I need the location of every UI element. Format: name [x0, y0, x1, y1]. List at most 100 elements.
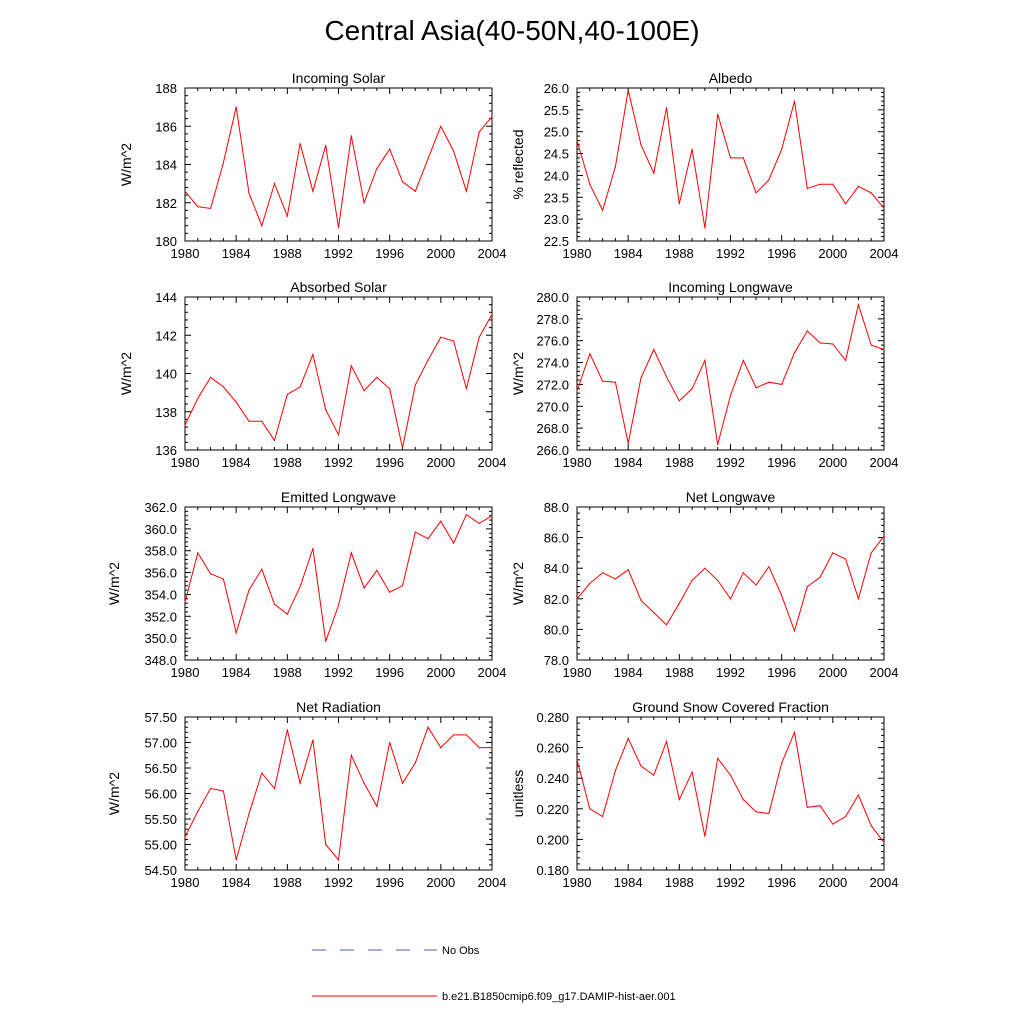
data-point — [184, 190, 186, 192]
data-point — [819, 183, 821, 185]
data-point — [414, 531, 416, 533]
y-tick-label: 23.5 — [544, 190, 569, 205]
x-tick-label: 1996 — [375, 455, 404, 470]
data-point — [793, 100, 796, 102]
data-point — [883, 535, 885, 537]
plot-frame — [576, 506, 885, 661]
data-point — [235, 859, 237, 861]
y-tick-label: 0.240 — [536, 771, 569, 786]
y-tick-label: 182 — [155, 196, 177, 211]
x-tick-label: 2000 — [426, 246, 455, 261]
x-tick-label: 1984 — [614, 455, 643, 470]
data-point — [883, 348, 885, 351]
data-point — [299, 142, 301, 145]
x-tick-label: 1992 — [324, 875, 353, 890]
data-point — [665, 376, 668, 378]
x-tick-label: 1984 — [614, 875, 643, 890]
data-point — [273, 439, 276, 441]
data-point — [870, 344, 872, 346]
y-axis-label: W/m^2 — [106, 562, 122, 605]
x-tick-label: 1980 — [171, 875, 200, 890]
y-tick-label: 278.0 — [536, 312, 569, 327]
x-tick-label: 1980 — [171, 455, 200, 470]
data-point — [717, 443, 719, 446]
data-point — [768, 381, 770, 383]
data-point — [491, 747, 493, 749]
data-point — [312, 190, 314, 192]
data-point — [222, 386, 224, 388]
data-point — [742, 157, 744, 159]
data-point — [819, 576, 821, 579]
data-point — [742, 359, 744, 361]
plot-frame — [576, 296, 885, 451]
data-point — [261, 568, 263, 570]
data-point — [832, 343, 834, 345]
data-point — [465, 734, 467, 736]
y-tick-label: 356.0 — [144, 566, 177, 581]
y-axis-label: % reflected — [510, 129, 526, 199]
data-point — [299, 782, 301, 784]
data-point — [819, 342, 821, 344]
data-point — [704, 567, 706, 569]
x-tick-label: 1988 — [273, 875, 302, 890]
y-tick-label: 80.0 — [544, 622, 569, 637]
panel-7: 1980 1984 1988 1992 1996 2000 2004 54.50 55.00 55… — [106, 699, 506, 890]
y-tick-label: 22.5 — [544, 234, 569, 249]
data-point — [222, 790, 224, 792]
x-tick-label: 1988 — [273, 665, 302, 680]
data-point — [312, 739, 314, 741]
data-point — [286, 613, 288, 615]
panel-title: Net Longwave — [686, 489, 776, 505]
data-point — [363, 202, 365, 204]
x-tick-label: 2000 — [818, 875, 847, 890]
y-tick-label: 186 — [155, 119, 177, 134]
data-point — [312, 547, 314, 550]
y-tick-label: 55.50 — [144, 812, 177, 827]
data-point — [883, 841, 885, 844]
x-tick-label: 1988 — [665, 455, 694, 470]
panel-title: Incoming Solar — [292, 70, 386, 86]
panel-title: Albedo — [709, 70, 753, 86]
data-point — [627, 569, 629, 571]
y-tick-label: 272.0 — [536, 377, 569, 392]
data-point — [653, 172, 655, 174]
data-point — [376, 805, 378, 807]
data-point — [414, 190, 416, 192]
y-tick-label: 0.260 — [536, 741, 569, 756]
plot-frame — [184, 87, 493, 242]
data-point — [197, 552, 199, 554]
data-point — [350, 754, 352, 756]
data-point — [678, 799, 680, 801]
data-point — [350, 135, 352, 137]
data-point — [576, 139, 578, 142]
data-point — [401, 181, 404, 183]
data-point — [491, 116, 493, 118]
data-point — [414, 384, 416, 386]
data-point — [491, 515, 493, 517]
data-point — [845, 815, 847, 818]
data-point — [261, 772, 263, 774]
data-point — [602, 209, 604, 211]
data-point — [627, 442, 629, 444]
plot-frame — [576, 87, 885, 242]
data-point — [350, 552, 352, 554]
data-point — [312, 353, 314, 355]
y-tick-label: 276.0 — [536, 334, 569, 349]
legend: No Obs b.e21.B1850cmip6.f09_g17.DAMIP-hi… — [312, 945, 676, 1003]
data-point — [440, 125, 442, 127]
y-tick-label: 84.0 — [544, 561, 569, 576]
x-tick-label: 1980 — [171, 665, 200, 680]
y-tick-label: 25.0 — [544, 125, 569, 140]
data-point — [248, 192, 250, 194]
x-tick-label: 2000 — [426, 455, 455, 470]
data-point — [781, 762, 783, 764]
x-tick-label: 1992 — [324, 455, 353, 470]
data-point — [210, 207, 212, 210]
data-point — [614, 166, 617, 168]
plot-frame — [184, 716, 493, 871]
data-point — [755, 584, 757, 586]
data-point — [704, 227, 706, 229]
data-point — [210, 573, 212, 575]
data-point — [337, 859, 340, 861]
y-tick-label: 55.00 — [144, 838, 177, 853]
